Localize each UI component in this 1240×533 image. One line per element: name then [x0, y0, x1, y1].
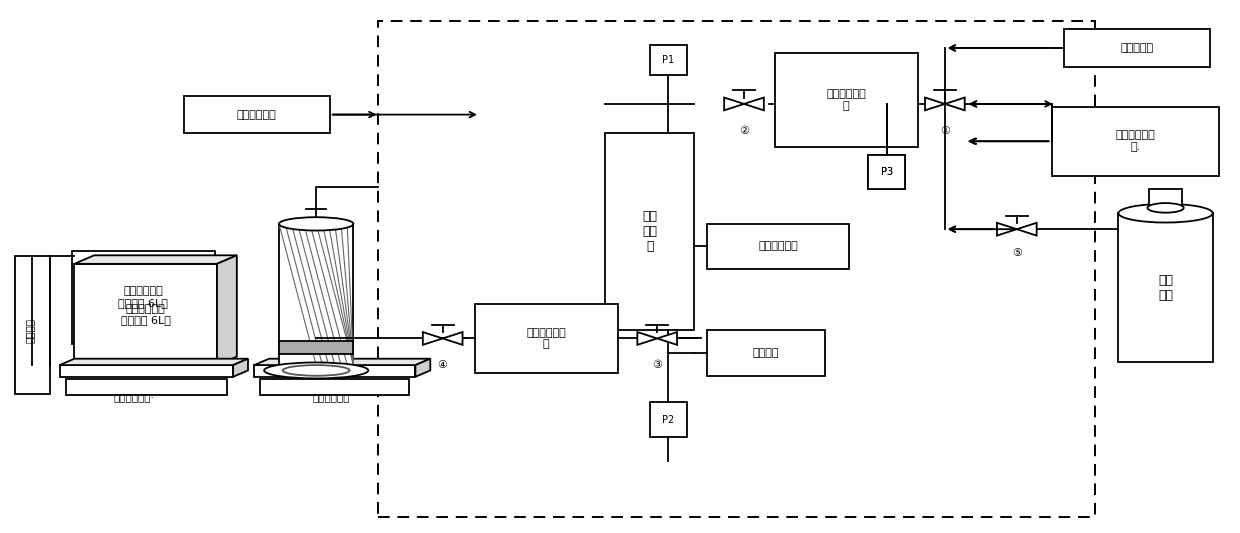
Text: 海水计量输入
泵.: 海水计量输入 泵.: [1115, 131, 1156, 152]
Text: 精密电子天平·: 精密电子天平·: [114, 392, 154, 402]
Text: 出口标准容积
室: 出口标准容积 室: [526, 328, 567, 349]
Polygon shape: [233, 359, 248, 377]
FancyBboxPatch shape: [260, 379, 409, 395]
Text: ④: ④: [438, 360, 448, 370]
FancyBboxPatch shape: [650, 45, 687, 75]
Text: P2: P2: [662, 415, 675, 425]
Polygon shape: [217, 255, 237, 365]
Text: 回压系统: 回压系统: [753, 348, 779, 358]
FancyBboxPatch shape: [1052, 107, 1219, 176]
Text: 低温冷却系统: 低温冷却系统: [237, 110, 277, 119]
Text: 总气量计量容
器（装水 6L）: 总气量计量容 器（装水 6L）: [120, 304, 171, 325]
Text: 入口标准容积
室: 入口标准容积 室: [826, 89, 867, 111]
Text: 精密电子天平: 精密电子天平: [312, 392, 350, 402]
FancyBboxPatch shape: [279, 341, 353, 354]
FancyBboxPatch shape: [650, 402, 687, 437]
FancyBboxPatch shape: [1064, 29, 1210, 67]
Polygon shape: [74, 255, 237, 264]
Ellipse shape: [264, 362, 368, 378]
Polygon shape: [254, 359, 430, 365]
Polygon shape: [443, 332, 463, 345]
FancyBboxPatch shape: [868, 155, 905, 189]
Polygon shape: [945, 98, 965, 110]
Text: P1: P1: [662, 55, 675, 65]
Text: P3: P3: [880, 167, 893, 177]
Polygon shape: [60, 359, 248, 365]
Polygon shape: [657, 332, 677, 345]
FancyBboxPatch shape: [72, 251, 215, 344]
FancyBboxPatch shape: [868, 155, 905, 189]
Ellipse shape: [1147, 203, 1184, 213]
Text: P3: P3: [880, 167, 893, 177]
FancyBboxPatch shape: [1118, 213, 1213, 362]
Ellipse shape: [1118, 204, 1213, 223]
Text: 储水容器: 储水容器: [25, 318, 35, 343]
Text: ②: ②: [739, 126, 749, 135]
Text: ①: ①: [940, 126, 950, 135]
Ellipse shape: [279, 217, 353, 231]
FancyBboxPatch shape: [279, 224, 353, 365]
Polygon shape: [1017, 223, 1037, 236]
Text: 总气量计量容
器（装水 6L）: 总气量计量容 器（装水 6L）: [118, 286, 169, 308]
Text: ⑤: ⑤: [1012, 248, 1022, 258]
Polygon shape: [997, 223, 1017, 236]
FancyBboxPatch shape: [66, 379, 227, 395]
Text: 天然
气瓶: 天然 气瓶: [1158, 274, 1173, 302]
Text: 抽真空系统: 抽真空系统: [1121, 43, 1153, 53]
Polygon shape: [744, 98, 764, 110]
Polygon shape: [925, 98, 945, 110]
FancyBboxPatch shape: [707, 330, 825, 376]
FancyBboxPatch shape: [1149, 189, 1182, 208]
Polygon shape: [724, 98, 744, 110]
FancyBboxPatch shape: [475, 304, 618, 373]
FancyBboxPatch shape: [15, 256, 50, 394]
FancyBboxPatch shape: [605, 133, 694, 330]
Text: ③: ③: [652, 360, 662, 370]
Text: 高压
反应
釜: 高压 反应 釜: [642, 211, 657, 253]
FancyBboxPatch shape: [707, 224, 849, 269]
FancyBboxPatch shape: [775, 53, 918, 147]
Polygon shape: [415, 359, 430, 377]
FancyBboxPatch shape: [254, 365, 415, 377]
Polygon shape: [423, 332, 443, 345]
FancyBboxPatch shape: [184, 96, 330, 133]
FancyBboxPatch shape: [60, 365, 233, 377]
Text: 温压采集系统: 温压采集系统: [758, 241, 799, 252]
FancyBboxPatch shape: [74, 264, 217, 365]
Polygon shape: [637, 332, 657, 345]
